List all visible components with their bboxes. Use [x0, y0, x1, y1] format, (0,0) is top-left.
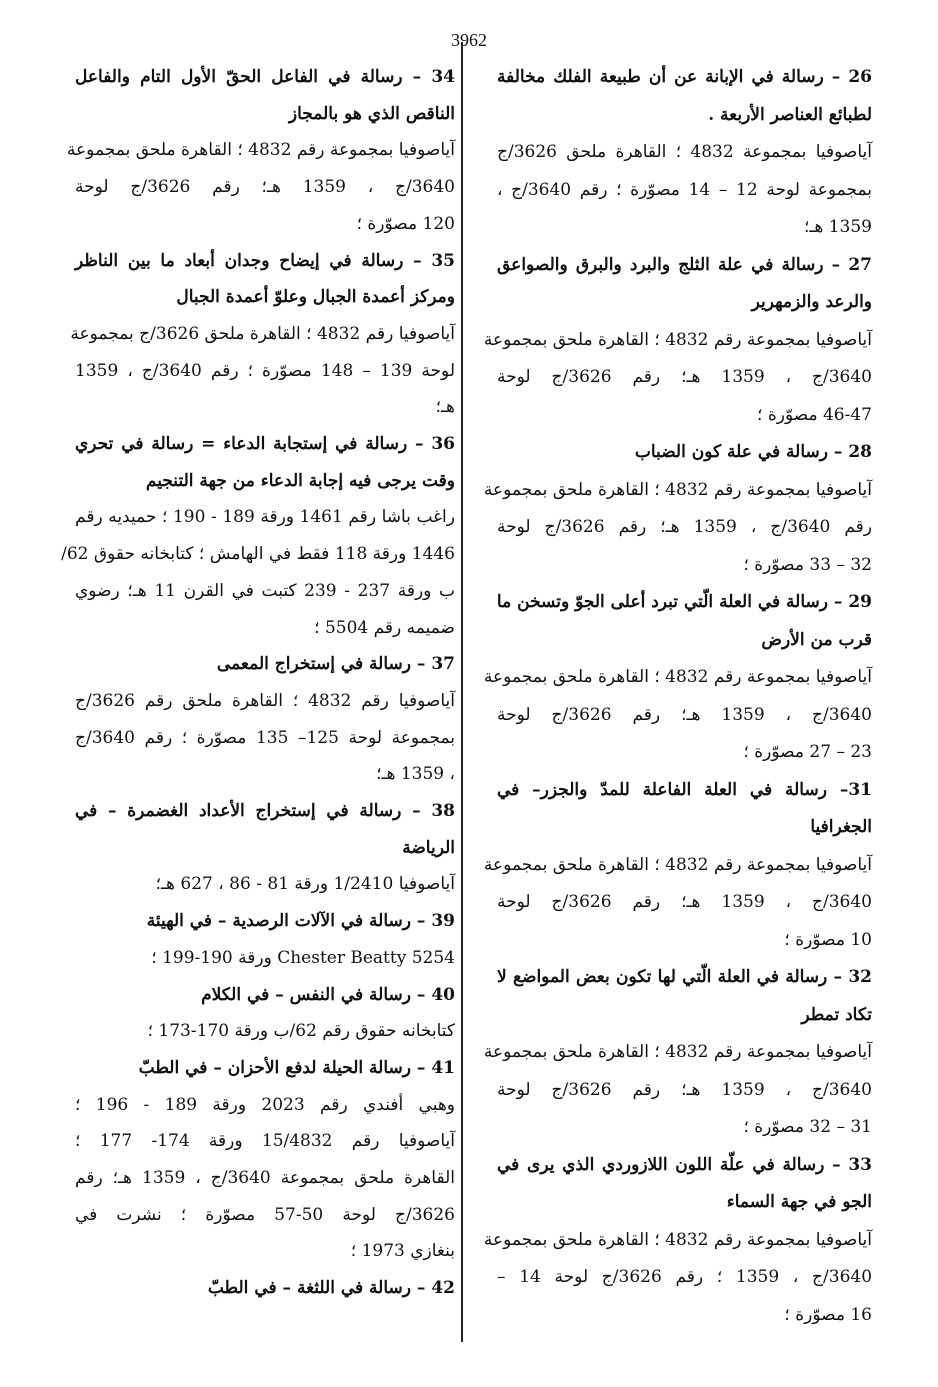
entry-reference-line: آياصوفيا بمجموعة رقم 4832 ؛ القاهرة ملحق…: [483, 479, 872, 500]
entry-reference-line: آياصوفيا بمجموعة رقم 4832 ؛ القاهرة ملحق…: [483, 667, 872, 687]
entry-reference-line: 3640/ج ، 1359 هـ؛ رقم 3626/ج لوحة: [75, 177, 455, 198]
entry-reference-line: ب ورقة 237 - 239 كتبت في القرن 11 هـ؛ رض…: [75, 580, 455, 601]
column-divider: [461, 42, 463, 1342]
entry-reference-line: وهبي أفندي رقم 2023 ورقة 189 - 196 ؛: [75, 1094, 456, 1115]
entry-reference-line: 3626/ج لوحة 50-57 مصوّرة ؛ نشرت في: [75, 1204, 455, 1225]
entry-reference-line: آياصوفيا بمجموعة رقم 4832 ؛ القاهرة ملحق…: [483, 1042, 872, 1062]
entry-reference-line: 32 – 33 مصوّرة ؛: [743, 554, 872, 575]
entry-reference-line: هـ؛: [435, 397, 455, 418]
entry-reference-line: آياصوفيا بمجموعة رقم 4832 ؛ القاهرة ملحق…: [483, 1229, 872, 1250]
entry-reference-line: آياصوفيا بمجموعة رقم 4832 ؛ القاهرة ملحق…: [483, 329, 872, 350]
entry-reference-line: 3640/ج ، 1359 هـ؛ رقم 3626/ج لوحة: [497, 704, 872, 725]
entry-title-line: 33 – رسالة في علّة اللون اللازوردي الذي …: [497, 1154, 872, 1175]
entry-title-line: 32 – رسالة في العلة الّتي لها تكون بعض ا…: [497, 967, 872, 987]
entry-reference-line: 10 مصوّرة ؛: [784, 929, 872, 950]
entry-title-line: 40 – رسالة في النفس – في الكلام: [201, 984, 455, 1005]
entry-title-line: 36 – رسالة في إستجابة الدعاء = رسالة في …: [75, 434, 455, 454]
entry-reference-line: آياصوفيا بمجموعة رقم 4832 ؛ القاهرة ملحق…: [483, 854, 872, 875]
entry-reference-line: لوحة 139 – 148 مصوّرة ؛ رقم 3640/ج ، 135…: [75, 360, 455, 381]
entry-title-line: الجو في جهة السماء: [726, 1192, 872, 1212]
entry-reference-line: 16 مصوّرة ؛: [784, 1304, 872, 1325]
entry-title-line: تكاد تمطر: [801, 1004, 872, 1025]
entry-title-line: 27 – رسالة في علة الثلج والبرد والبرق وا…: [497, 254, 872, 275]
entry-reference-line: 3640/ج ، 1359 هـ؛ رقم 3626/ج لوحة: [497, 892, 872, 912]
entry-title-line: الناقص الذي هو بالمجاز: [288, 103, 455, 124]
entry-title-line: 42 – رسالة في اللثغة – في الطبّ: [207, 1278, 455, 1299]
entry-reference-line: ، 1359 هـ؛: [376, 764, 455, 785]
entry-title-line: 29 – رسالة في العلة الّتي تبرد أعلى الجو…: [496, 592, 872, 612]
entry-reference-line: 3640/ج ، 1359 هـ؛ رقم 3626/ج لوحة: [497, 367, 872, 387]
entry-reference-line: آياصوفيا بمجموعة رقم 4832 ؛ القاهرة ملحق…: [66, 140, 455, 161]
entry-title-line: وقت يرجى فيه إجابة الدعاء من جهة التنجيم: [145, 470, 455, 491]
entry-reference-line: ضميمه رقم 5504 ؛: [314, 617, 455, 638]
entry-title-line: الرياضة: [402, 837, 455, 858]
entry-reference-line: Chester Beatty 5254 ورقة 190-199 ؛: [151, 947, 455, 968]
entry-title-line: لطبائع العناصر الأربعة .: [708, 104, 872, 125]
entry-reference-line: 120 مصوّرة ؛: [356, 213, 455, 234]
entry-title-line: 34 – رسالة في الفاعل الحقّ الأول التام و…: [75, 67, 455, 87]
entry-title-line: 31– رسالة في العلة الفاعلة للمدّ والجزر–…: [497, 779, 872, 800]
entry-reference-line: 1446 ورقة 118 فقط في الهامش ؛ كتابخانه ح…: [61, 544, 455, 565]
entry-reference-line: بنغازي 1973 ؛: [350, 1241, 455, 1262]
entry-title-line: الجغرافيا: [810, 817, 872, 837]
entry-title-line: 28 – رسالة في علة كون الضباب: [634, 442, 872, 462]
entry-reference-line: آياصوفيا 1/2410 ورقة 81 - 86 ، 627 هـ؛: [155, 874, 455, 895]
entry-title-line: 37 – رسالة في إستخراج المعمى: [216, 654, 455, 675]
entry-title-line: 39 – رسالة في الآلات الرصدية – في الهيئة: [146, 911, 455, 932]
entry-reference-line: 3640/ج ، 1359 هـ؛ رقم 3626/ج لوحة: [497, 1079, 872, 1100]
entry-reference-line: راغب باشا رقم 1461 ورقة 189 - 190 ؛ حميد…: [75, 507, 455, 528]
entry-title-line: ومركز أعمدة الجبال وعلوّ أعمدة الجبال: [176, 287, 455, 308]
entry-title-line: 35 – رسالة في إيضاح وجدان أبعاد ما بين ا…: [75, 250, 455, 271]
entry-reference-line: آياصوفيا رقم 4832 ؛ القاهرة ملحق رقم 362…: [75, 690, 455, 711]
entry-reference-line: 3640/ج ، 1359 ؛ رقم 3626/ج لوحة 14 –: [497, 1267, 873, 1287]
entry-reference-line: القاهرة ملحق بمجموعة 3640/ج ، 1359 هـ؛ ر…: [75, 1168, 455, 1188]
entry-title-line: 41 – رسالة الحيلة لدفع الأحزان – في الطب…: [138, 1057, 455, 1078]
entry-reference-line: رقم 3640/ج ، 1359 هـ؛ رقم 3626/ج لوحة: [497, 517, 872, 537]
page-number: 3962: [451, 30, 487, 50]
entry-reference-line: آياصوفيا بمجموعة 4832 ؛ القاهرة ملحق 362…: [497, 142, 872, 162]
entry-title-line: 26 – رسالة في الإبانة عن أن طبيعة الفلك …: [497, 67, 872, 87]
entry-reference-line: آياصوفيا رقم 15/4832 ورقة 174- 177 ؛: [75, 1131, 456, 1152]
entry-title-line: قرب من الأرض: [761, 629, 872, 650]
entry-reference-line: 23 – 27 مصوّرة ؛: [743, 742, 872, 762]
entry-reference-line: كتابخانه حقوق رقم 62/ب ورقة 170-173 ؛: [147, 1021, 455, 1042]
entry-title-line: 38 – رسالة في إستخراج الأعداد الغضمرة – …: [75, 801, 455, 821]
entry-reference-line: آياصوفيا رقم 4832 ؛ القاهرة ملحق 3626/ج …: [70, 323, 455, 344]
entry-title-line: والرعد والزمهرير: [751, 292, 872, 312]
entry-reference-line: بمجموعة لوحة 12 – 14 مصوّرة ؛ رقم 3640/ج…: [497, 179, 872, 200]
entry-reference-line: 46-47 مصوّرة ؛: [757, 404, 872, 425]
entry-reference-line: بمجموعة لوحة 125– 135 مصوّرة ؛ رقم 3640/…: [75, 727, 456, 748]
entry-reference-line: 1359 هـ؛: [803, 217, 872, 237]
entry-reference-line: 31 – 32 مصوّرة ؛: [743, 1117, 872, 1137]
